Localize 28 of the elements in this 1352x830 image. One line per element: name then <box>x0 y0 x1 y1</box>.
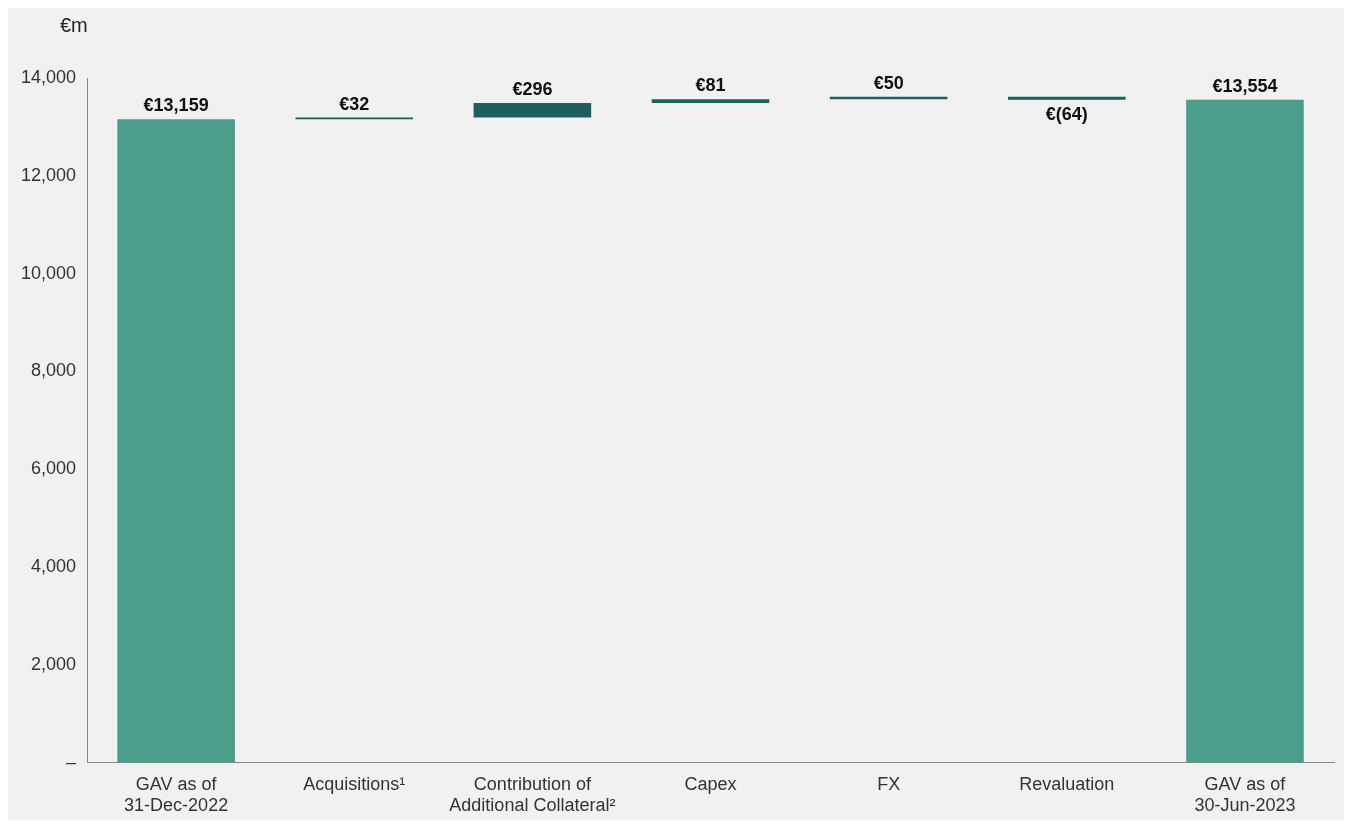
y-tick-label: 12,000 <box>20 164 77 185</box>
data-label: €13,159 <box>143 95 209 116</box>
data-label: €50 <box>873 72 904 93</box>
x-tick-label: Contribution of Additional Collateral² <box>449 773 616 816</box>
x-tick-label: GAV as of 31-Dec-2022 <box>124 773 229 816</box>
x-tick-label: Capex <box>684 773 737 794</box>
bar <box>1186 99 1304 763</box>
x-tick-label: Acquisitions¹ <box>303 773 406 794</box>
x-tick-label: Revaluation <box>1019 773 1115 794</box>
data-label: €32 <box>339 93 370 114</box>
y-tick-label: – <box>66 751 77 772</box>
x-tick-label: FX <box>877 773 901 794</box>
bar <box>651 99 770 104</box>
bar <box>117 119 235 763</box>
y-tick-label: 6,000 <box>31 458 77 479</box>
y-tick-label: 8,000 <box>31 360 77 381</box>
y-tick-label: 14,000 <box>20 66 77 87</box>
y-tick-label: 4,000 <box>31 556 77 577</box>
x-tick-label: GAV as of 30-Jun-2023 <box>1194 773 1296 816</box>
data-label: €81 <box>695 75 726 96</box>
y-tick-label: 10,000 <box>20 262 77 283</box>
bar <box>1008 96 1126 100</box>
data-label: €(64) <box>1045 103 1088 124</box>
y-tick-label: 2,000 <box>31 653 77 674</box>
y-axis-title: €m <box>60 13 88 36</box>
data-label: €13,554 <box>1212 75 1278 96</box>
bar <box>473 103 592 118</box>
data-label: €296 <box>512 79 553 100</box>
